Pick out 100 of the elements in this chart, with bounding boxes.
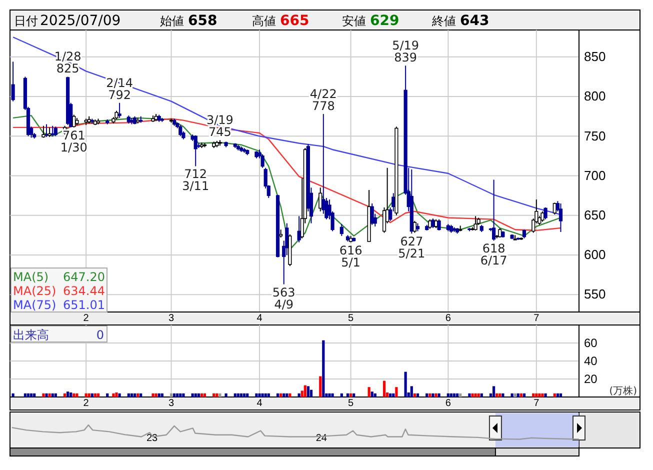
bar <box>115 392 118 397</box>
candlestick <box>474 216 478 231</box>
bar <box>267 393 270 397</box>
annotation: 618 <box>482 242 506 256</box>
bar <box>48 393 51 397</box>
bar <box>370 392 374 397</box>
text: 高値 <box>252 14 276 28</box>
y-tick-label: 650 <box>584 208 606 223</box>
bar <box>264 393 267 397</box>
text: 629 <box>370 13 400 29</box>
text: 643 <box>460 13 490 29</box>
candlestick <box>11 61 15 102</box>
bar <box>346 393 350 397</box>
bar <box>203 393 206 397</box>
y-tick-label: 850 <box>584 49 606 64</box>
bar <box>176 393 179 397</box>
bar <box>392 393 395 397</box>
bar <box>33 393 36 397</box>
bar <box>516 393 520 397</box>
bar <box>438 393 440 397</box>
annotation: 5/19 <box>392 38 420 53</box>
bar <box>553 393 556 397</box>
bar <box>30 393 33 397</box>
bar <box>413 393 416 397</box>
x-tick-label: 3 <box>168 313 174 324</box>
bar <box>236 393 240 397</box>
bar <box>179 393 182 397</box>
y-axis-title: (万株) <box>609 385 638 397</box>
bar <box>224 393 228 397</box>
bar <box>63 393 66 397</box>
bar <box>140 393 142 397</box>
y-tick-label: 600 <box>584 247 606 262</box>
bar <box>459 393 462 397</box>
candlestick <box>437 218 441 231</box>
x-tick-label: 5 <box>348 398 354 410</box>
candlestick <box>72 114 76 128</box>
candlestick <box>431 218 435 229</box>
x-tick-label: 3 <box>168 398 174 410</box>
bar <box>51 393 54 397</box>
bar <box>456 393 459 397</box>
y-tick-label: 60 <box>584 336 598 350</box>
bar <box>194 393 197 397</box>
bar <box>218 393 222 397</box>
bar <box>331 393 334 397</box>
bar <box>520 393 522 397</box>
candlestick <box>118 102 122 118</box>
bar <box>282 393 286 397</box>
bar <box>154 393 158 397</box>
bar <box>54 393 57 397</box>
bar <box>477 393 480 397</box>
bar <box>532 393 535 397</box>
text: 始値 <box>160 14 184 28</box>
bar <box>280 393 282 397</box>
bar <box>242 393 246 397</box>
bar <box>382 380 386 397</box>
bar <box>428 393 432 397</box>
annotation: 627 <box>400 234 424 249</box>
annotation: 3/19 <box>206 113 234 128</box>
bar <box>304 385 306 397</box>
y-tick-label: 800 <box>584 88 606 104</box>
bar <box>368 387 370 397</box>
annotation: 839 <box>394 50 418 65</box>
x-tick-label: 6 <box>445 398 452 410</box>
candlestick <box>178 124 182 137</box>
x-tick-label: 23 <box>146 433 158 444</box>
bar <box>112 393 115 397</box>
candlestick <box>552 202 556 216</box>
bar <box>471 393 474 397</box>
bar <box>76 393 78 397</box>
x-tick-label: 7 <box>534 398 540 410</box>
bar <box>258 393 261 397</box>
annotation: 745 <box>208 125 232 140</box>
text: 665 <box>280 13 310 29</box>
bar <box>340 393 343 397</box>
bar <box>84 393 88 397</box>
annotation: 5/1 <box>341 255 360 270</box>
bar <box>94 393 96 397</box>
bar <box>42 393 45 397</box>
bar <box>88 393 90 397</box>
text: MA(25) <box>13 284 56 298</box>
bar <box>66 392 70 397</box>
annotation: 3/11 <box>182 179 210 194</box>
annotation: 634.44 <box>63 284 105 298</box>
bar <box>96 393 100 397</box>
candlestick <box>544 206 548 220</box>
x-tick-label: 2 <box>83 313 90 324</box>
bar <box>522 393 526 397</box>
candlestick <box>44 124 48 138</box>
text: 安値 <box>342 14 366 28</box>
text: MA(75) <box>13 298 56 312</box>
y-tick-label: 750 <box>584 128 606 144</box>
bar <box>404 372 407 397</box>
bar <box>538 393 541 397</box>
candlestick <box>412 220 416 234</box>
bar <box>246 393 249 397</box>
bar <box>158 393 160 397</box>
bar <box>106 393 109 397</box>
bar <box>45 393 48 397</box>
candlestick <box>340 224 344 236</box>
bar <box>426 393 428 397</box>
